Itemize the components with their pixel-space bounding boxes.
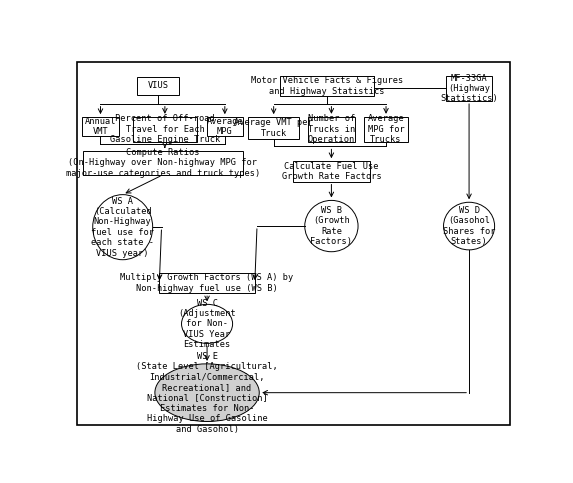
Text: Compute Ratios
(On-Highway over Non-highway MPG for
major-use categories and tru: Compute Ratios (On-Highway over Non-high…: [65, 148, 260, 178]
Text: WS B
(Growth
Rate
Factors): WS B (Growth Rate Factors): [311, 206, 352, 246]
Ellipse shape: [305, 200, 358, 252]
Ellipse shape: [444, 202, 494, 250]
Text: Motor Vehicle Facts & Figures
and Highway Statistics: Motor Vehicle Facts & Figures and Highwa…: [251, 76, 403, 96]
Bar: [364, 117, 408, 142]
Bar: [446, 76, 492, 101]
Text: WS A
(Calculated
Non-Highway
fuel use for
each state -
VIUS year): WS A (Calculated Non-Highway fuel use fo…: [91, 197, 154, 257]
Ellipse shape: [93, 195, 152, 260]
Bar: [137, 77, 179, 95]
Text: Annual
VMT: Annual VMT: [85, 117, 116, 137]
Text: Multiply Growth Factors (WS A) by
Non-highway fuel use (WS B): Multiply Growth Factors (WS A) by Non-hi…: [120, 273, 294, 293]
Ellipse shape: [182, 304, 233, 343]
Bar: [159, 273, 255, 293]
Text: Average
MPG: Average MPG: [206, 117, 243, 137]
Bar: [207, 117, 243, 136]
Text: Average
MPG for
Trucks: Average MPG for Trucks: [368, 114, 405, 144]
Bar: [83, 117, 119, 136]
Text: Average VMT per
Truck: Average VMT per Truck: [234, 118, 313, 138]
Bar: [248, 117, 299, 139]
Text: Percent of Off-road
Travel for Each
Gasoline Engine Truck: Percent of Off-road Travel for Each Gaso…: [110, 114, 220, 144]
Bar: [83, 151, 242, 175]
Bar: [308, 117, 355, 142]
Ellipse shape: [155, 364, 259, 422]
Text: MF-33GA
(Highway
Statistics): MF-33GA (Highway Statistics): [440, 73, 498, 103]
Text: WS C
(Adjustment
for Non-
VIUS Year
Estimates: WS C (Adjustment for Non- VIUS Year Esti…: [178, 298, 236, 349]
Bar: [133, 117, 197, 142]
Text: Number of
Trucks in
Operation: Number of Trucks in Operation: [308, 114, 355, 144]
Bar: [293, 161, 370, 182]
Text: VIUS: VIUS: [148, 81, 168, 90]
Text: Calculate Fuel Use
Growth Rate Factors: Calculate Fuel Use Growth Rate Factors: [281, 162, 381, 181]
Text: WS D
(Gasohol
Shares for
States): WS D (Gasohol Shares for States): [443, 206, 495, 246]
Bar: [280, 76, 374, 96]
Text: WS E
(State Level [Agricultural,
Industrial/Commercial,
Recreational] and
Nation: WS E (State Level [Agricultural, Industr…: [136, 352, 278, 434]
